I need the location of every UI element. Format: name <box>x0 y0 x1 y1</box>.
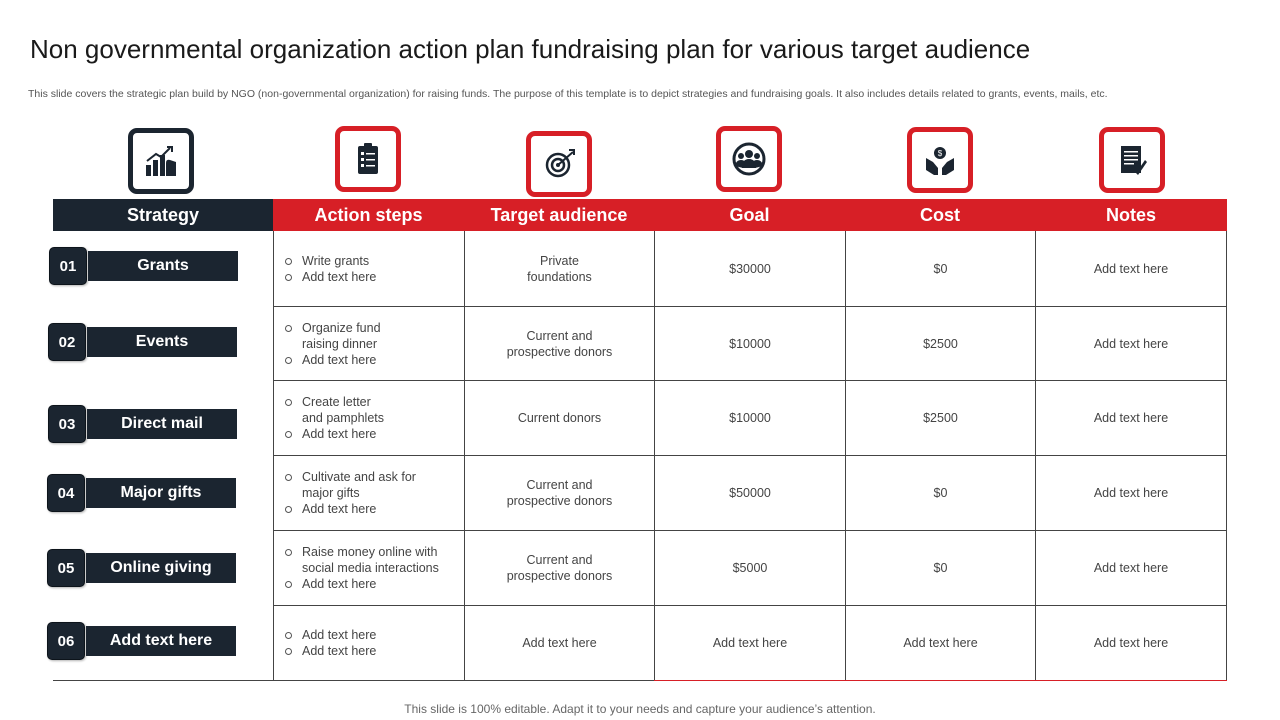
list-item: Raise money online with social media int… <box>284 544 439 576</box>
cost-cell: $2500 <box>923 336 958 351</box>
strategy-item: 03 Direct mail <box>48 405 238 443</box>
list-item: Create letter and pamphlets <box>284 394 384 426</box>
target-audience-cell: Current donors <box>517 411 602 425</box>
notes-icon <box>1099 127 1165 193</box>
target-audience-cell: Add text here <box>522 636 597 650</box>
list-item: Add text here <box>284 627 376 643</box>
growth-chart-icon <box>128 128 194 194</box>
list-item: Write grants <box>284 253 376 269</box>
list-item: Add text here <box>284 269 376 285</box>
strategy-label: Direct mail <box>87 409 237 439</box>
goal-cell: Add text here <box>712 636 788 650</box>
strategy-item: 05 Online giving <box>47 549 237 587</box>
strategy-number: 01 <box>49 247 87 285</box>
checklist-icon <box>335 126 401 192</box>
list-item: Add text here <box>284 576 439 592</box>
cost-cell: $0 <box>933 486 948 500</box>
strategy-item: 04 Major gifts <box>47 474 237 512</box>
notes-cell: Add text here <box>1093 336 1169 351</box>
cost-cell: $0 <box>933 561 948 575</box>
goal-cell: $50000 <box>729 486 771 500</box>
notes-cell: Add text here <box>1093 636 1169 650</box>
action-steps-cell: Add text here Add text here <box>274 606 464 680</box>
header-notes: Notes <box>1035 199 1227 231</box>
notes-cell: Add text here <box>1093 486 1169 500</box>
strategy-label: Add text here <box>86 626 236 656</box>
list-item: Add text here <box>284 501 416 517</box>
team-icon <box>716 126 782 192</box>
column-icons: $ <box>0 0 1280 200</box>
strategy-label: Events <box>87 327 237 357</box>
notes-cell: Add text here <box>1093 561 1169 575</box>
header-cost: Cost <box>845 199 1035 231</box>
strategy-label: Major gifts <box>86 478 236 508</box>
money-hands-icon: $ <box>907 127 973 193</box>
list-item: Organize fund raising dinner <box>284 320 381 352</box>
action-steps-cell: Cultivate and ask for major gifts Add tex… <box>274 456 464 530</box>
strategy-item: 06 Add text here <box>47 622 237 660</box>
page-title: Non governmental organization action pla… <box>30 34 1031 64</box>
svg-text:$: $ <box>938 149 943 158</box>
target-icon <box>526 131 592 197</box>
target-audience-cell: Current and prospective donors <box>506 478 613 508</box>
notes-cell: Add text here <box>1093 261 1169 276</box>
list-item: Cultivate and ask for major gifts <box>284 469 416 501</box>
list-item: Add text here <box>284 426 384 442</box>
action-steps-cell: Raise money online with social media int… <box>274 531 464 605</box>
strategy-item: 02 Events <box>48 323 238 361</box>
goal-cell: $10000 <box>729 336 771 351</box>
goal-cell: $5000 <box>732 561 768 575</box>
goal-cell: $30000 <box>729 261 771 276</box>
header-strategy: Strategy <box>53 199 273 231</box>
action-steps-cell: Write grants Add text here <box>274 231 464 306</box>
target-audience-cell: Current and prospective donors <box>506 328 613 359</box>
header-action-steps: Action steps <box>273 199 464 231</box>
strategy-label: Online giving <box>86 553 236 583</box>
strategy-item: 01 Grants <box>49 247 239 285</box>
strategy-number: 04 <box>47 474 85 512</box>
footer-note: This slide is 100% editable. Adapt it to… <box>404 702 876 716</box>
list-item: Add text here <box>284 643 376 659</box>
strategy-number: 02 <box>48 323 86 361</box>
cost-cell: $2500 <box>923 411 958 425</box>
strategy-label: Grants <box>88 251 238 281</box>
strategy-number: 06 <box>47 622 85 660</box>
cost-cell: $0 <box>933 261 948 276</box>
target-audience-cell: Current and prospective donors <box>506 553 613 583</box>
notes-cell: Add text here <box>1093 411 1169 425</box>
target-audience-cell: Private foundations <box>527 253 592 284</box>
table-grid <box>53 231 1227 681</box>
list-item: Add text here <box>284 352 381 368</box>
action-steps-cell: Create letter and pamphlets Add text here <box>274 381 464 455</box>
header-target-audience: Target audience <box>464 199 654 231</box>
goal-cell: $10000 <box>729 411 771 425</box>
cost-cell: Add text here <box>903 636 978 650</box>
strategy-number: 03 <box>48 405 86 443</box>
header-goal: Goal <box>654 199 845 231</box>
action-steps-cell: Organize fund raising dinner Add text her… <box>274 307 464 380</box>
page-subtitle: This slide covers the strategic plan bui… <box>28 88 1108 100</box>
strategy-number: 05 <box>47 549 85 587</box>
